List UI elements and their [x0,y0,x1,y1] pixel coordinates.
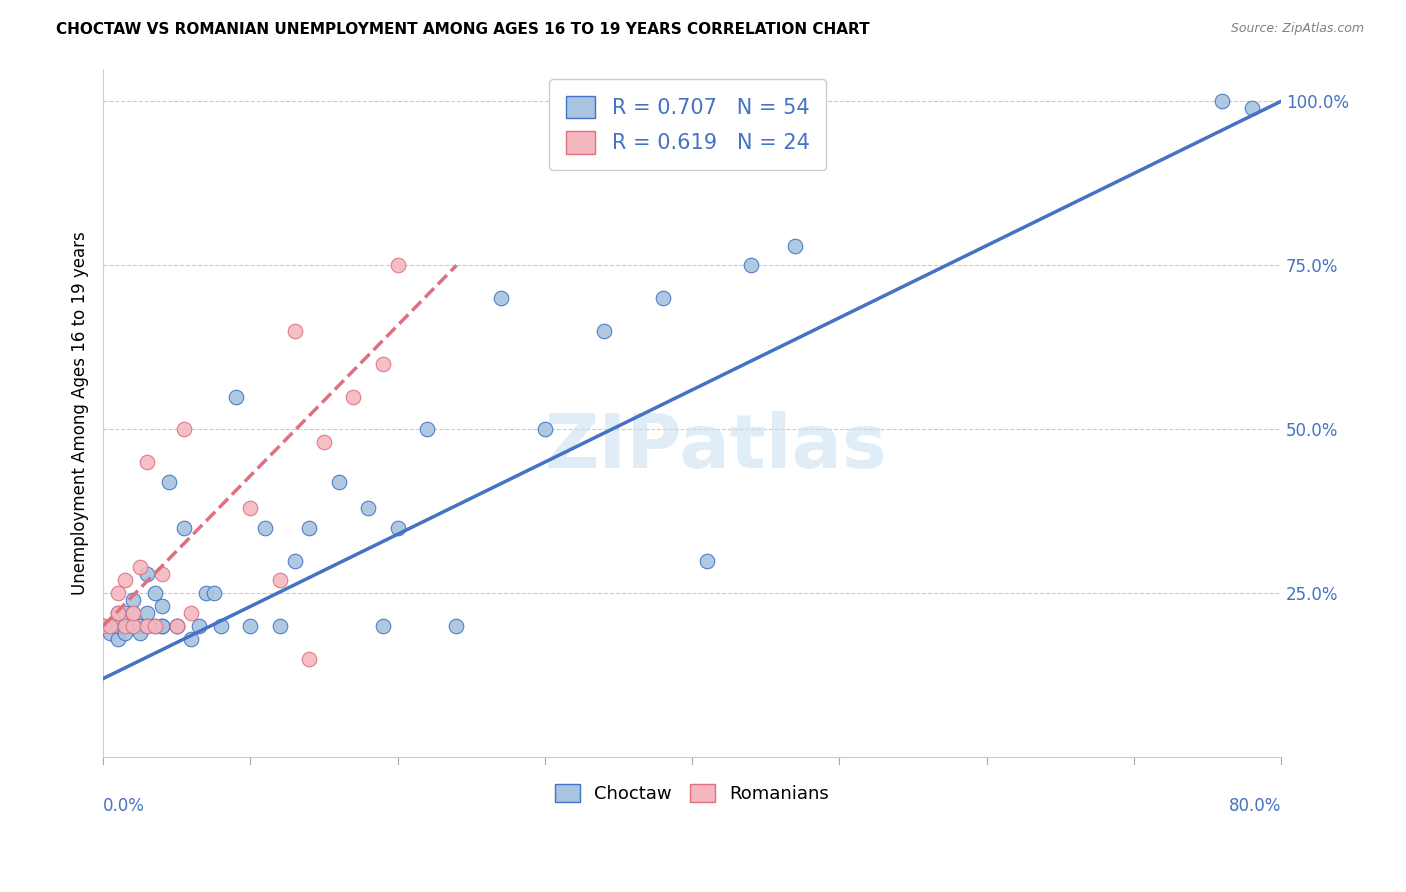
Point [202,586,225,600]
Point [785,238,807,252]
Point [136,619,159,633]
Text: 80.0%: 80.0% [1229,797,1281,814]
Point [342,390,364,404]
Point [166,619,188,633]
Point [114,625,136,640]
Point [121,619,143,633]
Point [166,619,188,633]
Point [239,501,262,516]
Point [107,619,129,633]
Point [298,521,321,535]
Point [143,619,166,633]
Point [107,632,129,647]
Point [371,619,394,633]
Point [150,619,173,633]
Point [1240,101,1263,115]
Point [129,619,152,633]
Point [312,435,335,450]
Point [121,606,143,620]
Point [150,566,173,581]
Point [107,619,129,633]
Point [150,599,173,614]
Point [121,619,143,633]
Point [107,606,129,620]
Legend: Choctaw, Romanians: Choctaw, Romanians [547,776,837,810]
Point [283,553,305,567]
Point [269,573,291,587]
Point [143,586,166,600]
Point [740,258,762,272]
Point [121,593,143,607]
Point [533,422,555,436]
Point [100,619,122,633]
Point [298,652,321,666]
Point [180,606,202,620]
Point [239,619,262,633]
Point [592,324,614,338]
Y-axis label: Unemployment Among Ages 16 to 19 years: Unemployment Among Ages 16 to 19 years [72,231,89,595]
Text: ZIPatlas: ZIPatlas [544,411,887,483]
Point [166,619,188,633]
Point [225,390,247,404]
Text: 0.0%: 0.0% [103,797,145,814]
Point [387,258,409,272]
Point [129,619,152,633]
Point [195,586,218,600]
Point [136,455,159,469]
Point [107,606,129,620]
Point [136,619,159,633]
Point [91,619,114,633]
Point [651,291,673,305]
Point [114,606,136,620]
Point [114,573,136,587]
Point [157,475,180,489]
Point [136,566,159,581]
Point [121,606,143,620]
Point [357,501,380,516]
Point [328,475,350,489]
Point [446,619,468,633]
Point [143,619,166,633]
Point [489,291,512,305]
Point [254,521,277,535]
Point [107,586,129,600]
Text: Source: ZipAtlas.com: Source: ZipAtlas.com [1230,22,1364,36]
Point [371,357,394,371]
Point [100,625,122,640]
Point [129,560,152,574]
Point [91,619,114,633]
Point [114,619,136,633]
Point [129,625,152,640]
Point [187,619,209,633]
Point [150,619,173,633]
Point [283,324,305,338]
Point [180,632,202,647]
Point [416,422,439,436]
Point [121,619,143,633]
Point [387,521,409,535]
Point [1211,95,1233,109]
Point [209,619,232,633]
Point [269,619,291,633]
Point [136,606,159,620]
Point [173,521,195,535]
Point [696,553,718,567]
Point [114,619,136,633]
Text: CHOCTAW VS ROMANIAN UNEMPLOYMENT AMONG AGES 16 TO 19 YEARS CORRELATION CHART: CHOCTAW VS ROMANIAN UNEMPLOYMENT AMONG A… [56,22,870,37]
Point [173,422,195,436]
